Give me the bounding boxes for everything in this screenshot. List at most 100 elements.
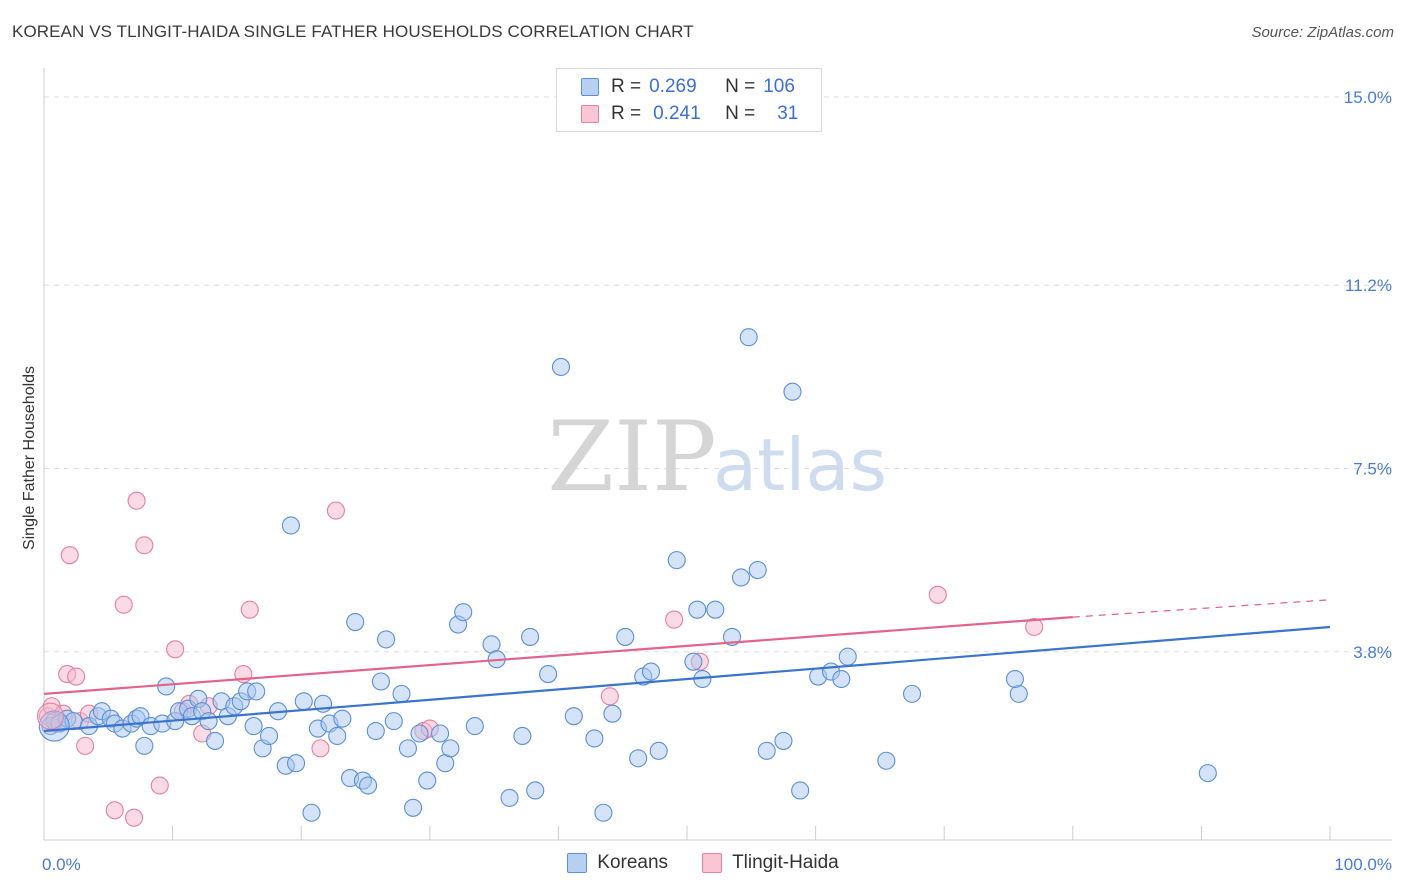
- korean-point: [757, 741, 776, 760]
- korean-point: [1009, 684, 1028, 703]
- korean-point: [294, 692, 313, 711]
- korean-point: [585, 729, 604, 748]
- korean-point: [748, 560, 767, 580]
- korean-point: [667, 551, 686, 570]
- korean-point: [302, 803, 321, 822]
- grid-layer: [44, 96, 1392, 653]
- tlingit-point: [600, 687, 619, 706]
- tlingit-point: [665, 610, 684, 629]
- y-tick-label: 7.5%: [1353, 460, 1392, 479]
- y-tick-label: 15.0%: [1344, 88, 1392, 107]
- korean-point: [551, 357, 571, 377]
- korean-point: [366, 721, 385, 741]
- tlingit-swatch: [581, 105, 599, 123]
- koreans-swatch: [581, 78, 599, 96]
- korean-point: [465, 717, 484, 736]
- tlingit-point: [124, 808, 144, 827]
- korean-point: [838, 647, 857, 666]
- tlingit-point: [928, 585, 947, 604]
- tlingit-point: [114, 595, 133, 614]
- chart-title: KOREAN VS TLINGIT-HAIDA SINGLE FATHER HO…: [12, 22, 694, 41]
- korean-point: [500, 788, 519, 807]
- korean-point: [603, 704, 622, 723]
- tlingit-legend-swatch: [702, 853, 723, 873]
- r-label: R =: [611, 103, 642, 124]
- korean-point: [346, 613, 365, 632]
- korean-point: [513, 726, 532, 746]
- korean-point: [739, 328, 758, 347]
- korean-point: [684, 652, 703, 671]
- legend-label-tlingit-haida: Tlingit-Haida: [732, 852, 839, 873]
- korean-point: [441, 739, 460, 758]
- korean-point: [384, 712, 403, 731]
- tlingit-point: [76, 736, 95, 755]
- korean-point: [706, 600, 725, 619]
- trend-layer: [43, 599, 1331, 733]
- korean-point: [539, 665, 558, 684]
- y-tick-label: 11.2%: [1345, 276, 1392, 295]
- korean-point: [205, 731, 225, 750]
- korean-point: [902, 684, 922, 703]
- r-label: R =: [611, 76, 642, 97]
- korean-point: [649, 741, 668, 760]
- korean-point: [281, 516, 300, 535]
- korean-point: [564, 707, 583, 726]
- korean-point: [135, 736, 154, 755]
- x-tick-label-min: 0.0%: [42, 855, 81, 874]
- korean-point: [774, 731, 793, 750]
- korean-point: [616, 627, 635, 646]
- korean-point: [877, 751, 896, 770]
- korean-point: [410, 724, 429, 743]
- korean-point: [526, 781, 545, 800]
- korean-point: [359, 776, 378, 795]
- n-value: 31: [777, 103, 799, 124]
- watermark-atlas: atlas: [713, 423, 887, 507]
- korean-point: [1005, 669, 1024, 689]
- tlingit-point-cluster: [36, 702, 64, 730]
- korean-point: [398, 739, 417, 758]
- tlingit-point: [67, 667, 86, 686]
- korean-point: [454, 603, 473, 622]
- y-axis-label: Single Father Households: [21, 366, 38, 550]
- legend-label-koreans: Koreans: [597, 852, 669, 873]
- tlingit-point: [135, 536, 154, 555]
- korean-point: [783, 382, 802, 401]
- y-tick-label: 3.8%: [1353, 643, 1392, 662]
- korean-point: [521, 627, 540, 646]
- korean-point: [629, 749, 648, 768]
- korean-point: [259, 726, 279, 746]
- tlingit-trend-line: [43, 616, 1073, 695]
- korean-point: [392, 684, 411, 703]
- n-label: N =: [725, 103, 756, 124]
- tlingit-point: [240, 600, 259, 619]
- stats-legend-row-tlingit: R = 0.241 N = 31: [581, 102, 798, 126]
- korean-point: [328, 726, 347, 746]
- x-tick-label-max: 100.0%: [1334, 855, 1392, 874]
- korean-point: [688, 600, 707, 619]
- tlingit-point: [166, 640, 185, 659]
- korean-point: [1198, 764, 1217, 783]
- tlingit-point: [1025, 617, 1044, 637]
- korean-point: [244, 717, 263, 736]
- korean-point: [287, 754, 306, 773]
- series-legend: Koreans Tlingit-Haida: [0, 852, 1406, 874]
- axis-layer: 3.8% 7.5% 11.2% 15.0% 0.0% 100.0%: [42, 68, 1392, 874]
- watermark: ZIP atlas: [547, 401, 887, 513]
- watermark-zip: ZIP: [547, 401, 716, 513]
- korean-point: [157, 677, 176, 696]
- n-value: 106: [763, 76, 795, 97]
- tlingit-point: [326, 501, 345, 520]
- tlingit-trend-extension: [1072, 599, 1331, 618]
- koreans-trend-line: [43, 625, 1331, 733]
- n-label: N =: [725, 76, 756, 97]
- korean-point: [199, 712, 218, 731]
- legend-item-koreans: Koreans: [567, 852, 668, 874]
- legend-item-tlingit-haida: Tlingit-Haida: [702, 852, 839, 874]
- korean-point: [731, 568, 751, 587]
- korean-point: [832, 669, 851, 689]
- korean-point: [377, 630, 396, 649]
- korean-point: [371, 672, 390, 691]
- tlingit-point: [150, 776, 169, 795]
- korean-point: [641, 662, 661, 681]
